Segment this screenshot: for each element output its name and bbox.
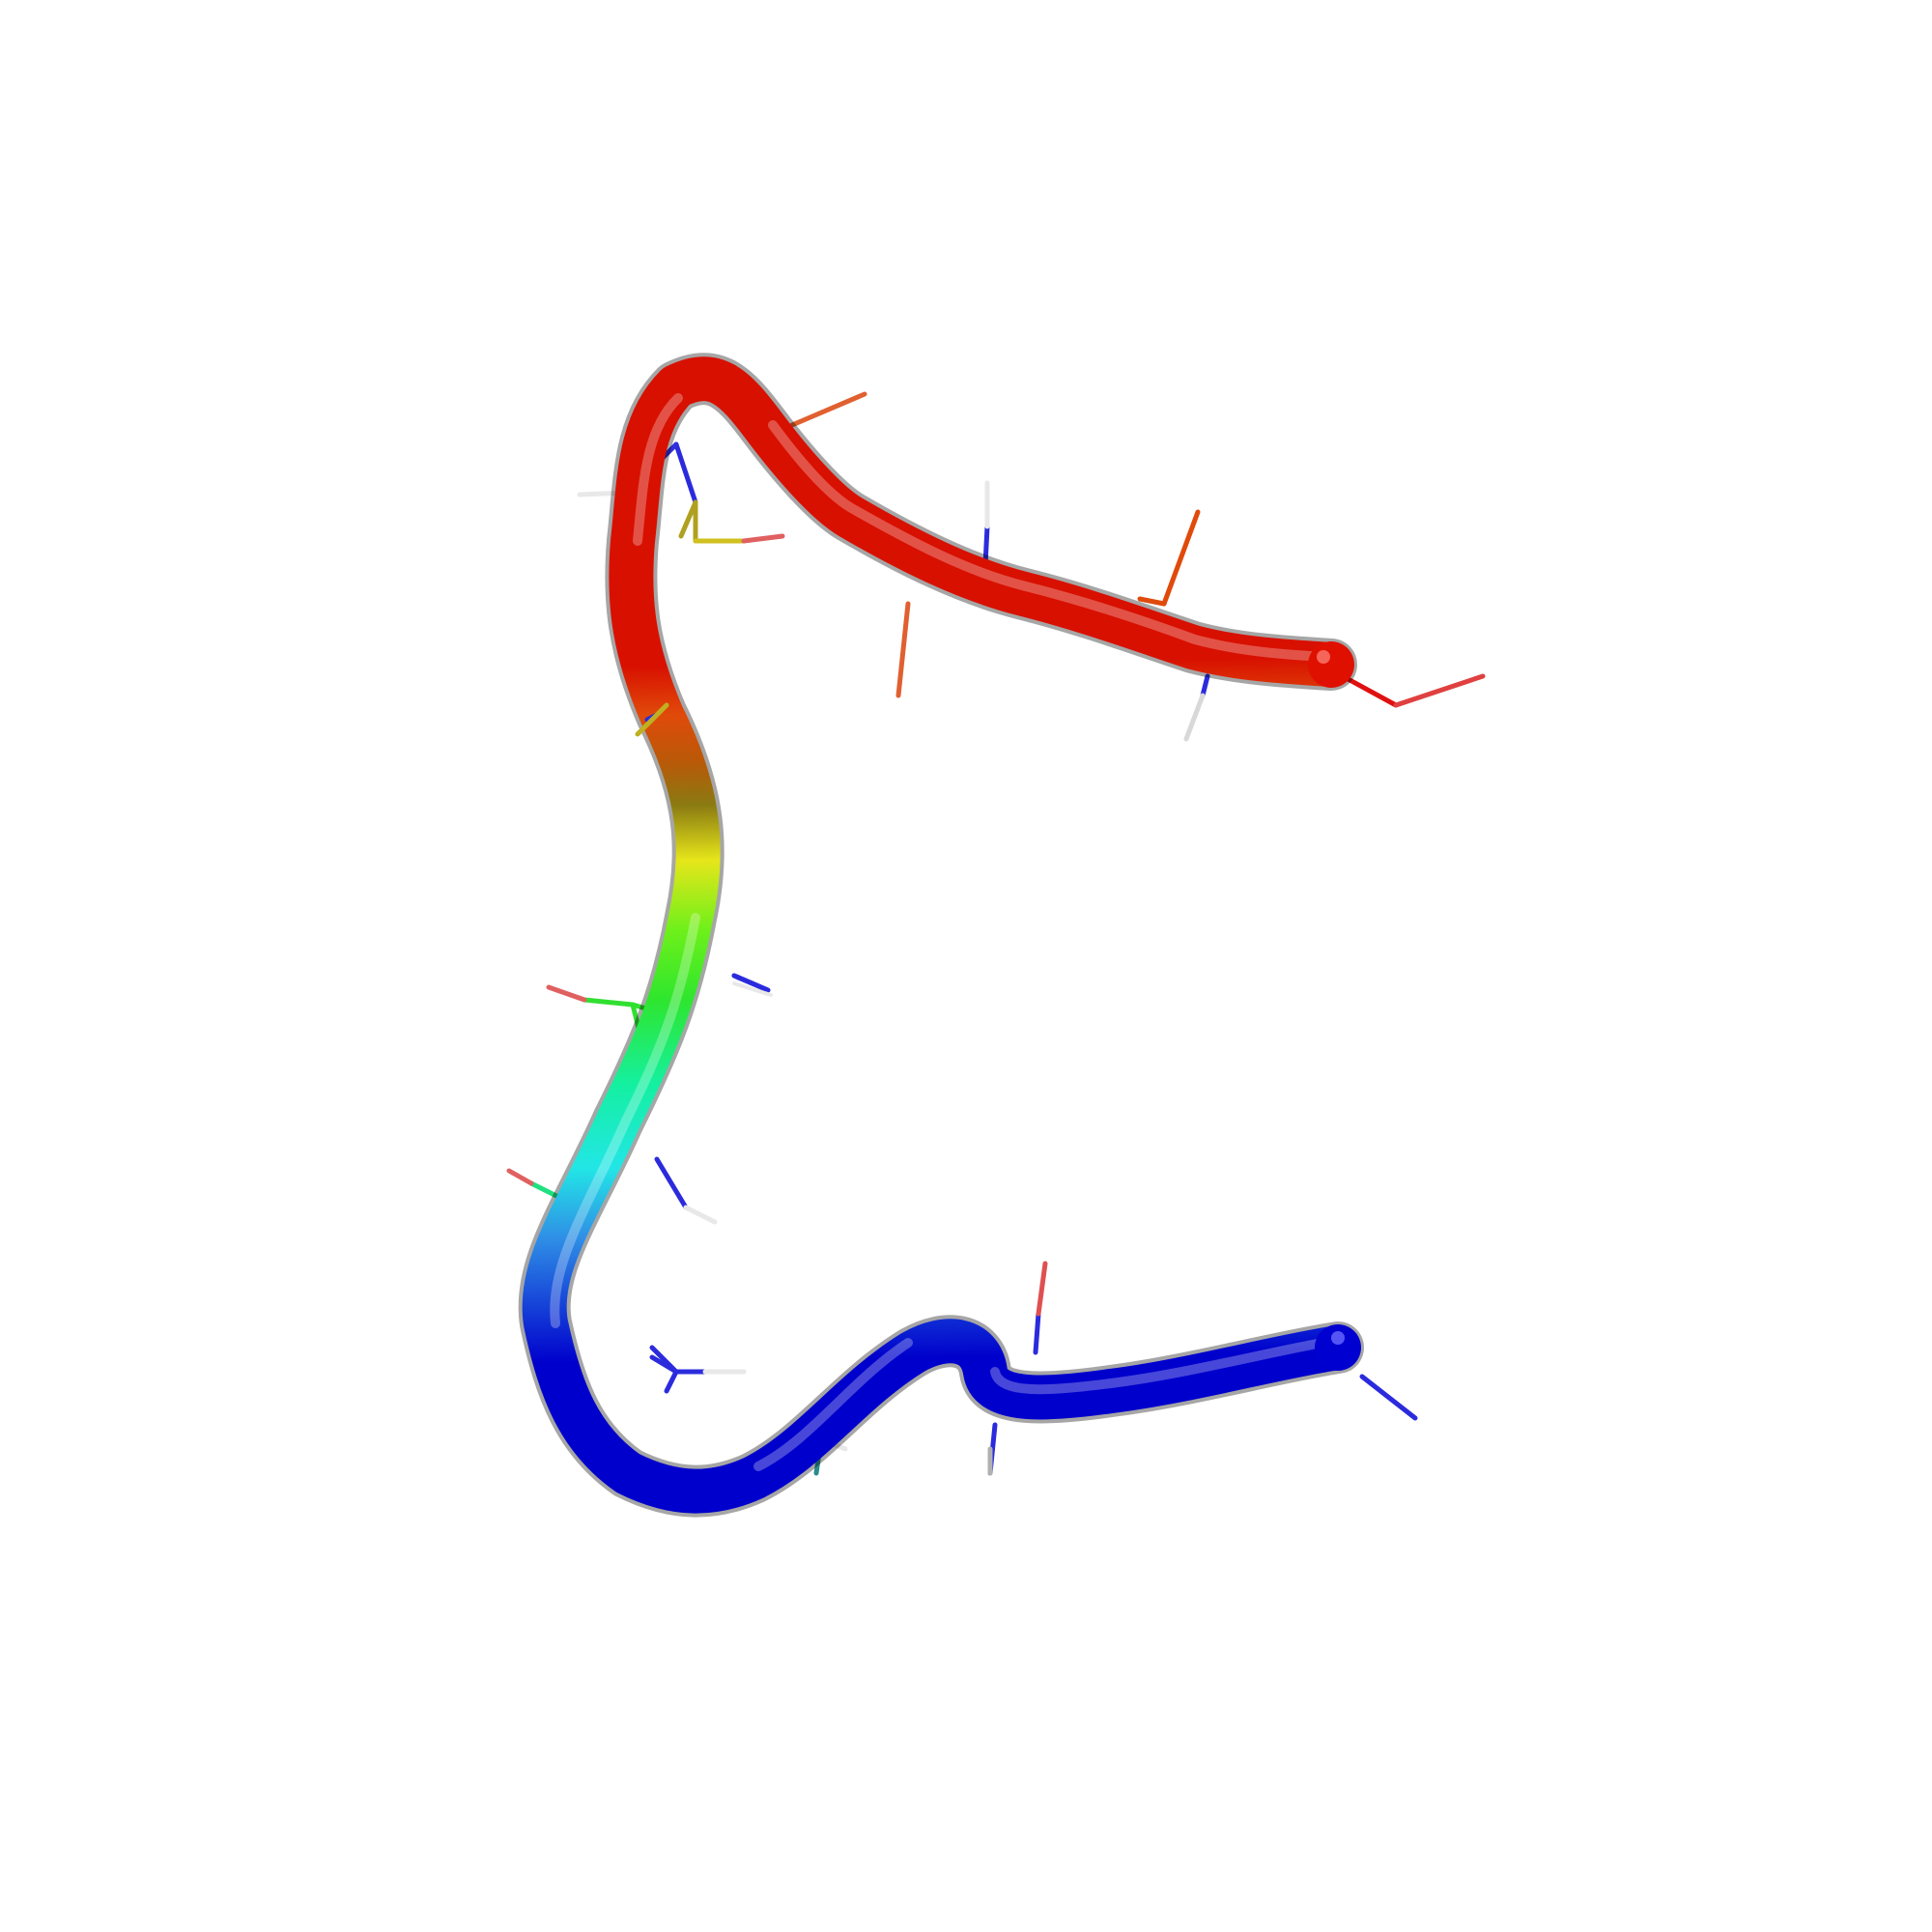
backbone-tube [518,353,1364,1518]
front-sticks [635,702,679,1375]
